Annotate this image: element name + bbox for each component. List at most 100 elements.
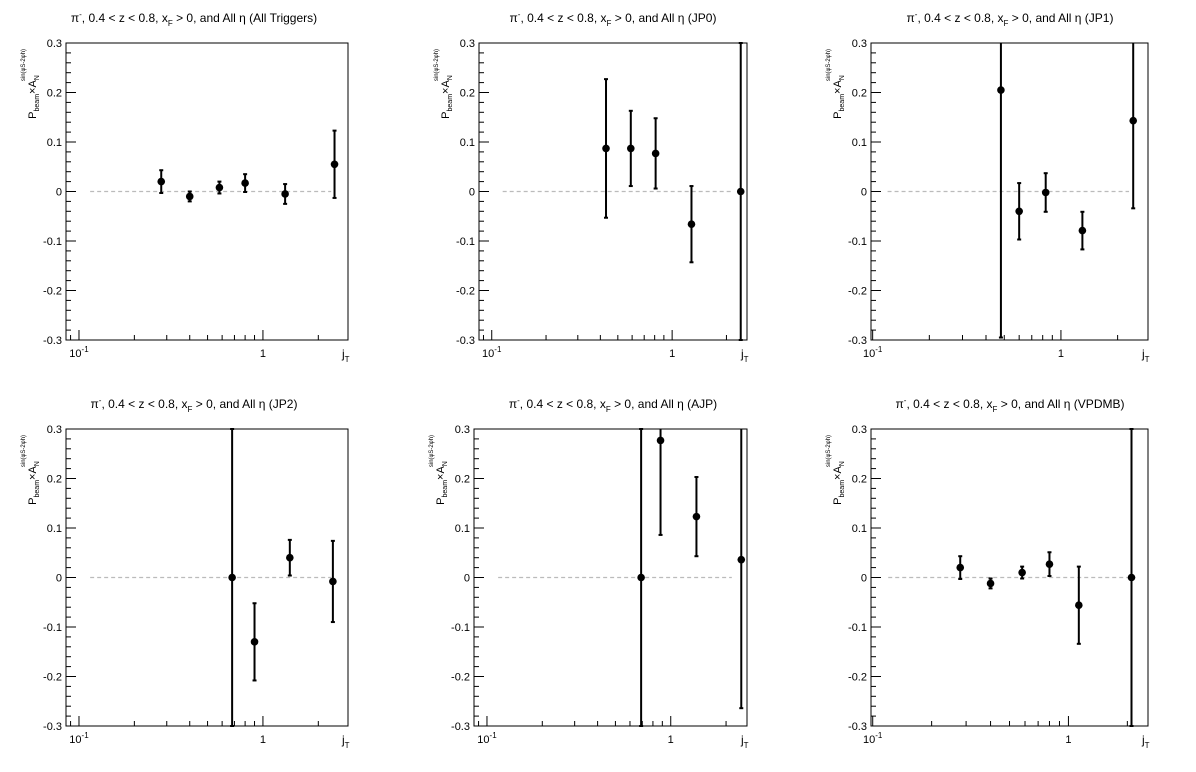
y-tick-label: 0.1 (455, 523, 470, 535)
data-point (1041, 188, 1050, 197)
x-axis-label: jT (740, 733, 749, 750)
chart-panel-5: π-, 0.4 < z < 0.8, xF > 0, and All η (AJ… (429, 396, 749, 750)
data-point (1075, 601, 1083, 610)
y-tick-label: -0.2 (43, 672, 62, 684)
y-tick-label: 0.1 (47, 137, 62, 149)
data-point (1045, 560, 1054, 568)
x-tick-label: 1 (260, 348, 266, 360)
data-point-group (956, 555, 965, 580)
data-point (329, 577, 337, 586)
data-point-group (286, 538, 294, 577)
data-point-group (602, 78, 610, 219)
x-tick-label: 10-1 (69, 731, 89, 746)
y-tick-label: -0.1 (43, 236, 62, 248)
chart-panel-1: π-, 0.4 < z < 0.8, xF > 0, and All η (Al… (21, 10, 350, 364)
y-tick-label: -0.3 (456, 335, 475, 347)
data-point-group (228, 428, 236, 727)
data-point-group (250, 602, 259, 682)
data-point-group (687, 185, 696, 264)
y-tick-label: 0.3 (852, 38, 867, 50)
plot-frame (65, 428, 349, 727)
data-point (602, 144, 610, 153)
y-axis-label: Pbeam×ANsin(φS-2φh) (21, 49, 41, 119)
data-point (1127, 573, 1136, 582)
data-point (997, 86, 1005, 94)
data-point (1078, 226, 1087, 235)
data-point (215, 183, 224, 192)
x-tick-label: 1 (1058, 348, 1064, 360)
data-point (986, 579, 995, 588)
y-tick-label: -0.2 (456, 286, 475, 298)
y-tick-label: 0.2 (455, 474, 470, 486)
x-axis-label: jT (740, 347, 749, 364)
data-point-group (737, 429, 746, 710)
y-tick-label: 0.3 (460, 38, 475, 50)
data-point-group (1015, 182, 1023, 241)
y-tick-label: 0.1 (460, 137, 475, 149)
y-tick-label: -0.2 (43, 286, 62, 298)
x-axis-label: jT (1141, 733, 1150, 750)
y-tick-label: 0 (56, 187, 62, 199)
data-point (286, 553, 294, 562)
data-point (185, 192, 194, 201)
data-point (651, 149, 660, 158)
x-tick-label: 10-1 (863, 731, 883, 746)
data-point-group (1018, 565, 1026, 580)
y-tick-label: 0 (861, 573, 867, 585)
chart-panel-3: π-, 0.4 < z < 0.8, xF > 0, and All η (JP… (826, 10, 1150, 364)
data-point-group (215, 180, 224, 195)
data-point-group (1127, 428, 1136, 727)
chart-title: π-, 0.4 < z < 0.8, xF > 0, and All η (JP… (510, 10, 717, 28)
chart-panel-4: π-, 0.4 < z < 0.8, xF > 0, and All η (JP… (21, 396, 350, 750)
data-point-group (656, 429, 665, 536)
x-tick-label: 1 (260, 734, 266, 746)
x-tick-label: 10-1 (69, 345, 89, 360)
data-point-group (329, 539, 337, 624)
data-point-group (651, 117, 660, 190)
y-tick-label: 0 (469, 187, 475, 199)
x-tick-label: 10-1 (477, 731, 497, 746)
y-tick-label: -0.1 (848, 622, 867, 634)
y-tick-label: 0.2 (460, 88, 475, 100)
x-tick-label: 10-1 (482, 345, 502, 360)
y-tick-label: -0.2 (451, 672, 470, 684)
chart-title: π-, 0.4 < z < 0.8, xF > 0, and All η (Al… (71, 10, 317, 28)
y-tick-label: 0.3 (455, 424, 470, 436)
x-tick-label: 1 (668, 734, 674, 746)
y-tick-label: -0.1 (451, 622, 470, 634)
y-tick-label: -0.3 (848, 721, 867, 733)
x-axis-label: jT (1141, 347, 1150, 364)
chart-title: π-, 0.4 < z < 0.8, xF > 0, and All η (VP… (896, 396, 1125, 414)
data-point-group (1041, 172, 1050, 213)
data-point (736, 187, 745, 196)
chart-title: π-, 0.4 < z < 0.8, xF > 0, and All η (JP… (907, 10, 1114, 28)
data-point-group (1129, 43, 1138, 210)
data-point-group (1045, 551, 1054, 578)
data-point (1018, 568, 1026, 577)
data-point (281, 190, 289, 198)
data-point (687, 220, 696, 228)
data-point (1129, 116, 1138, 125)
y-tick-label: -0.1 (43, 622, 62, 634)
y-tick-label: 0 (861, 187, 867, 199)
y-axis-label: Pbeam×ANsin(φS-2φh) (826, 435, 846, 505)
data-point-group (1078, 210, 1087, 251)
x-axis-label: jT (341, 733, 350, 750)
chart-panel-2: π-, 0.4 < z < 0.8, xF > 0, and All η (JP… (434, 10, 749, 364)
y-tick-label: 0.2 (47, 474, 62, 486)
y-tick-label: -0.1 (848, 236, 867, 248)
y-tick-label: -0.3 (43, 721, 62, 733)
data-point-group (637, 428, 645, 727)
data-point (737, 555, 746, 564)
data-point-group (986, 577, 995, 590)
y-tick-label: 0.3 (852, 424, 867, 436)
y-tick-label: 0.2 (47, 88, 62, 100)
y-axis-label: Pbeam×ANsin(φS-2φh) (429, 435, 449, 505)
data-point-group (626, 109, 635, 188)
x-tick-label: 1 (669, 348, 675, 360)
y-tick-label: 0 (56, 573, 62, 585)
y-tick-label: 0 (464, 573, 470, 585)
plot-frame (65, 42, 349, 341)
chart-title: π-, 0.4 < z < 0.8, xF > 0, and All η (AJ… (509, 396, 717, 414)
